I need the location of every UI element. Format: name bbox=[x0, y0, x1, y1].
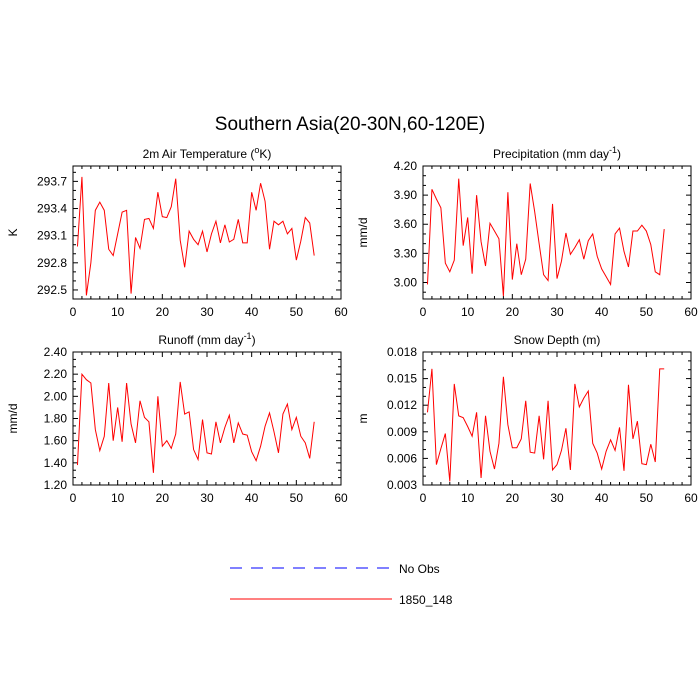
panel-title-superscript: -1 bbox=[244, 331, 252, 341]
y-tick-label: 3.90 bbox=[394, 188, 418, 202]
panels-container: 0 10 20 30 40 50 60 292.5 292.8 293.1 293.4 293.7 K 2… bbox=[6, 145, 698, 505]
x-tick-label: 50 bbox=[290, 305, 304, 319]
y-tick-label: 3.60 bbox=[394, 217, 418, 231]
y-tick-label: 0.012 bbox=[387, 398, 417, 412]
x-tick-label: 30 bbox=[200, 491, 214, 505]
y-tick-label: 0.009 bbox=[387, 425, 417, 439]
x-tick-label: 0 bbox=[70, 491, 77, 505]
y-tick-label: 2.00 bbox=[44, 389, 68, 403]
x-tick-label: 0 bbox=[420, 305, 427, 319]
panel-title-superscript: -1 bbox=[609, 145, 617, 155]
y-tick-label: 1.80 bbox=[44, 412, 68, 426]
x-tick-label: 20 bbox=[506, 491, 520, 505]
panel-title-superscript: o bbox=[254, 145, 259, 155]
y-tick-label: 293.1 bbox=[37, 229, 67, 243]
y-tick-label: 3.30 bbox=[394, 246, 418, 260]
legend: No Obs 1850_148 bbox=[230, 562, 453, 607]
x-tick-label: 60 bbox=[334, 491, 348, 505]
y-tick-label: 2.40 bbox=[44, 345, 68, 359]
panel-0: 0 10 20 30 40 50 60 292.5 292.8 293.1 293.4 293.7 K 2… bbox=[6, 145, 348, 319]
y-axis-label: mm/d bbox=[6, 404, 20, 434]
panel-1: 0 10 20 30 40 50 60 3.00 3.30 3.60 3.90 4.20 mm/d Pre… bbox=[356, 145, 698, 319]
y-tick-label: 0.003 bbox=[387, 478, 417, 492]
x-tick-label: 20 bbox=[156, 491, 170, 505]
x-tick-label: 60 bbox=[684, 491, 698, 505]
y-tick-label: 293.7 bbox=[37, 174, 67, 188]
series-line-1850-148 bbox=[76, 372, 315, 473]
panel-title-tail: ) bbox=[252, 333, 256, 347]
x-tick-label: 30 bbox=[550, 305, 564, 319]
y-tick-label: 3.00 bbox=[394, 275, 418, 289]
panel-title-tail: ) bbox=[617, 147, 621, 161]
x-tick-label: 50 bbox=[290, 491, 304, 505]
y-tick-label: 0.006 bbox=[387, 451, 417, 465]
x-tick-label: 20 bbox=[506, 305, 520, 319]
y-tick-label: 1.60 bbox=[44, 434, 68, 448]
x-tick-label: 20 bbox=[156, 305, 170, 319]
panel-title-main: Precipitation (mm day bbox=[493, 147, 609, 161]
x-tick-label: 50 bbox=[640, 491, 654, 505]
panel-3: 0 10 20 30 40 50 60 0.003 0.006 0.009 0.012 0.015 0.… bbox=[356, 333, 698, 505]
figure-title: Southern Asia(20-30N,60-120E) bbox=[215, 114, 485, 135]
panel-title: 2m Air Temperature (oK) bbox=[143, 145, 272, 161]
legend-label-1850-148: 1850_148 bbox=[399, 593, 453, 607]
x-tick-label: 40 bbox=[595, 305, 609, 319]
x-tick-label: 50 bbox=[640, 305, 654, 319]
panel-title-main: 2m Air Temperature ( bbox=[143, 147, 255, 161]
x-tick-label: 10 bbox=[461, 491, 475, 505]
series-line-1850-148 bbox=[426, 368, 665, 482]
x-tick-label: 0 bbox=[420, 491, 427, 505]
y-tick-label: 292.5 bbox=[37, 283, 67, 297]
x-tick-label: 10 bbox=[111, 305, 125, 319]
y-tick-label: 1.40 bbox=[44, 456, 68, 470]
x-tick-label: 30 bbox=[200, 305, 214, 319]
x-tick-label: 60 bbox=[684, 305, 698, 319]
panel-title-main: Runoff (mm day bbox=[158, 333, 243, 347]
panel-title-main: Snow Depth (m) bbox=[514, 333, 601, 347]
x-tick-label: 40 bbox=[595, 491, 609, 505]
y-axis-label: mm/d bbox=[356, 218, 370, 248]
y-tick-label: 2.20 bbox=[44, 367, 68, 381]
y-tick-label: 4.20 bbox=[394, 159, 418, 173]
x-tick-label: 40 bbox=[245, 491, 259, 505]
x-tick-label: 40 bbox=[245, 305, 259, 319]
y-axis-label: m bbox=[356, 414, 370, 424]
panel-title: Snow Depth (m) bbox=[514, 333, 601, 347]
panel-title-tail: K) bbox=[259, 147, 271, 161]
series-line-1850-148 bbox=[76, 176, 315, 296]
panel-title: Precipitation (mm day-1) bbox=[493, 145, 621, 161]
panel-2: 0 10 20 30 40 50 60 1.20 1.40 1.60 1.80 2.00 2.20 2.4… bbox=[6, 331, 348, 505]
panel-title: Runoff (mm day-1) bbox=[158, 331, 255, 347]
y-tick-label: 0.018 bbox=[387, 345, 417, 359]
x-tick-label: 0 bbox=[70, 305, 77, 319]
x-tick-label: 10 bbox=[111, 491, 125, 505]
y-tick-label: 293.4 bbox=[37, 202, 67, 216]
legend-label-no-obs: No Obs bbox=[399, 562, 440, 576]
y-tick-label: 1.20 bbox=[44, 478, 68, 492]
y-tick-label: 0.015 bbox=[387, 372, 417, 386]
x-tick-label: 60 bbox=[334, 305, 348, 319]
x-tick-label: 10 bbox=[461, 305, 475, 319]
y-axis-label: K bbox=[6, 228, 20, 236]
series-line-1850-148 bbox=[426, 178, 665, 297]
x-tick-label: 30 bbox=[550, 491, 564, 505]
y-tick-label: 292.8 bbox=[37, 256, 67, 270]
